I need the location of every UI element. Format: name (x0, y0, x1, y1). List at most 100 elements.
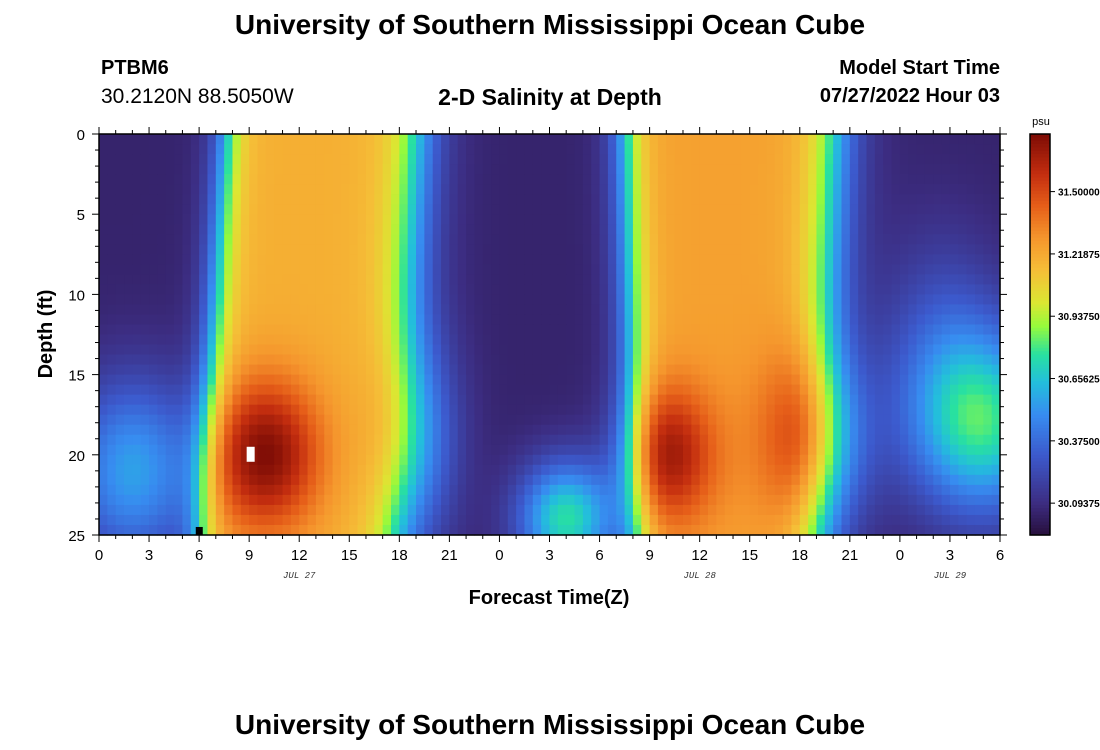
x-tick-label: 18 (791, 547, 808, 564)
heatmap-cell (824, 154, 834, 165)
heatmap-cell (766, 384, 776, 396)
heatmap-cell (499, 254, 509, 265)
heatmap-cell (257, 314, 267, 326)
heatmap-cell (207, 264, 217, 275)
heatmap-cell (849, 314, 859, 326)
heatmap-cell (124, 414, 133, 426)
heatmap-cell (365, 374, 375, 386)
heatmap-cell (507, 364, 517, 376)
heatmap-cell (132, 294, 142, 306)
heatmap-cell (349, 194, 359, 205)
heatmap-cell (140, 174, 150, 185)
heatmap-cell (949, 454, 959, 466)
colorbar-segment (1030, 524, 1050, 529)
heatmap-cell (874, 354, 884, 366)
heatmap-cell (157, 464, 167, 476)
heatmap-cell (874, 344, 884, 356)
data-marker (195, 526, 203, 535)
heatmap-cell (924, 384, 934, 396)
heatmap-cell (724, 414, 734, 426)
heatmap-cell (357, 224, 367, 235)
heatmap-cell (174, 514, 184, 526)
heatmap-cell (557, 384, 567, 396)
heatmap-cell (591, 334, 601, 346)
heatmap-cell (357, 274, 367, 285)
heatmap-cell (132, 204, 142, 215)
heatmap-cell (182, 334, 192, 346)
heatmap-cell (641, 334, 651, 346)
heatmap-cell (958, 344, 968, 356)
heatmap-cell (240, 374, 250, 386)
colorbar-segment (1030, 501, 1050, 506)
heatmap-cell (958, 304, 968, 316)
heatmap-cell (324, 434, 334, 446)
heatmap-cell (257, 374, 267, 386)
heatmap-cell (674, 374, 684, 386)
heatmap-cell (182, 234, 192, 245)
heatmap-cell (941, 214, 951, 225)
heatmap-cell (833, 464, 843, 476)
heatmap-cell (682, 134, 692, 145)
heatmap-cell (374, 134, 384, 145)
heatmap-cell (783, 354, 793, 366)
colorbar-segment (1030, 247, 1050, 252)
heatmap-cell (624, 414, 634, 426)
heatmap-cell (783, 184, 793, 195)
heatmap-cell (224, 424, 234, 436)
heatmap-cell (224, 324, 234, 336)
heatmap-cell (582, 514, 592, 526)
heatmap-cell (966, 214, 976, 225)
heatmap-cell (382, 324, 392, 336)
heatmap-cell (849, 154, 859, 165)
colorbar-segment (1030, 217, 1050, 222)
heatmap-cell (958, 184, 968, 195)
heatmap-cell (808, 524, 818, 536)
heatmap-cell (424, 174, 434, 185)
heatmap-cell (557, 294, 567, 306)
heatmap-cell (574, 384, 584, 396)
heatmap-cell (749, 414, 759, 426)
heatmap-cell (174, 234, 184, 245)
heatmap-cell (249, 274, 259, 285)
heatmap-cell (315, 224, 325, 235)
heatmap-cell (599, 164, 609, 175)
colorbar-segment (1030, 281, 1050, 285)
heatmap-cell (532, 164, 542, 175)
heatmap-cell (716, 164, 726, 175)
heatmap-cell (624, 164, 634, 175)
heatmap-cell (390, 494, 400, 506)
heatmap-cell (499, 324, 509, 336)
heatmap-cell (340, 314, 350, 326)
heatmap-cell (582, 254, 592, 265)
heatmap-cell (315, 304, 325, 316)
heatmap-cell (874, 424, 884, 436)
colorbar-segment (1030, 214, 1050, 219)
heatmap-cell (624, 494, 634, 506)
heatmap-cell (674, 274, 684, 285)
heatmap-cell (532, 224, 542, 235)
heatmap-cell (791, 304, 801, 316)
heatmap-cell (808, 354, 818, 366)
heatmap-cell (457, 164, 467, 175)
heatmap-cell (641, 154, 651, 165)
heatmap-cell (941, 454, 951, 466)
heatmap-cell (432, 464, 442, 476)
heatmap-cell (374, 284, 384, 296)
heatmap-cell (165, 474, 175, 486)
heatmap-cell (966, 414, 976, 426)
heatmap-cell (641, 524, 651, 536)
heatmap-cell (599, 314, 609, 326)
heatmap-cell (724, 174, 734, 185)
heatmap-cell (190, 244, 200, 255)
heatmap-cell (933, 524, 943, 536)
heatmap-cell (107, 384, 117, 396)
heatmap-cell (699, 464, 709, 476)
heatmap-cell (908, 194, 918, 205)
heatmap-cell (958, 494, 968, 506)
colorbar-segment (1030, 220, 1050, 225)
heatmap-cell (708, 154, 717, 165)
heatmap-cell (991, 364, 1001, 376)
heatmap-cell (983, 524, 993, 536)
heatmap-cell (699, 164, 709, 175)
heatmap-cell (157, 164, 167, 175)
